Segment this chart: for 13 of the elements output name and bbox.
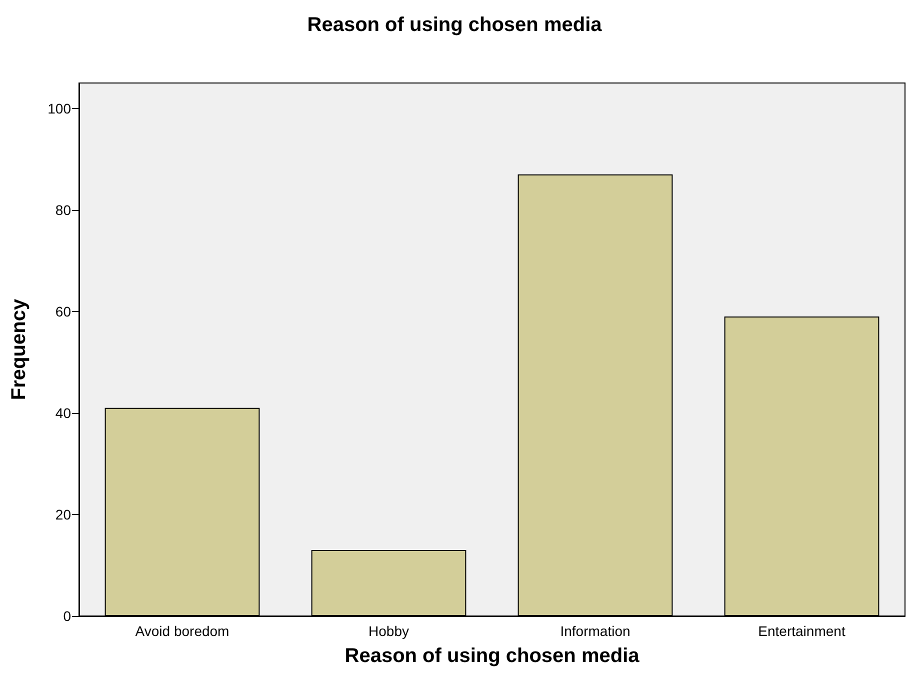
x-tick-label: Avoid boredom [135, 623, 230, 639]
chart-title: Reason of using chosen media [307, 14, 603, 36]
x-tick-label: Information [560, 623, 630, 639]
y-tick-label: 60 [55, 303, 72, 320]
x-tick-label: Entertainment [758, 623, 846, 639]
y-tick-label: 100 [48, 100, 72, 116]
x-tick-label: Hobby [368, 623, 409, 639]
y-axis-title: Frequency [8, 298, 30, 400]
x-axis-title: Reason of using chosen media [344, 645, 640, 667]
y-tick-label: 40 [55, 404, 72, 421]
y-tick-label: 80 [55, 202, 72, 218]
y-tick-label: 0 [63, 608, 72, 624]
y-tick-label: 20 [55, 506, 72, 522]
